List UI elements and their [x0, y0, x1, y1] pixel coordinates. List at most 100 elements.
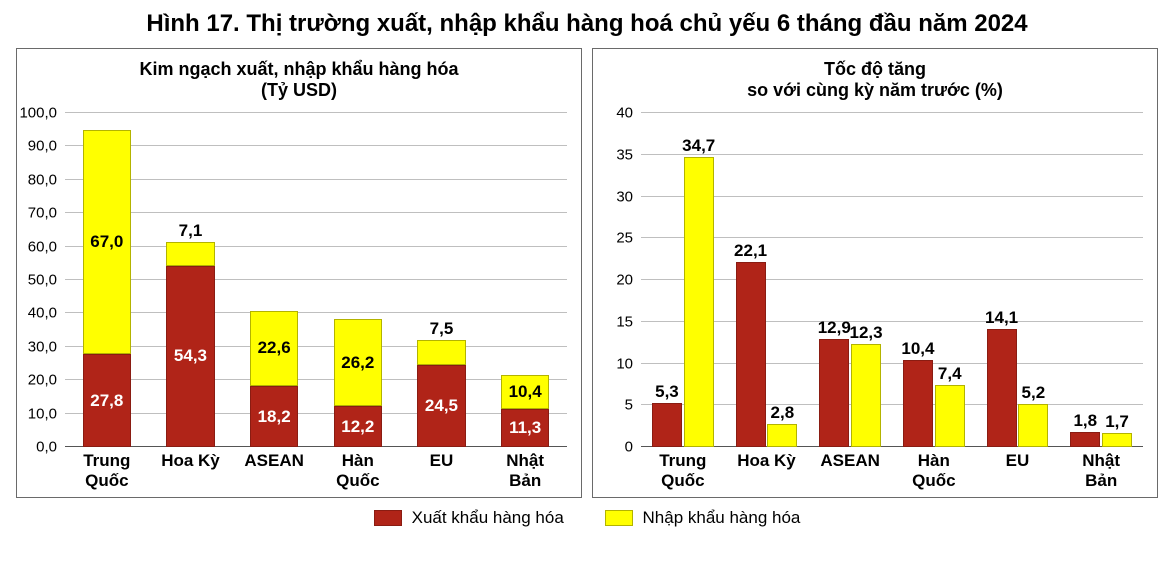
ytick-label: 40,0: [28, 305, 65, 322]
left-panel: Kim ngạch xuất, nhập khẩu hàng hóa (Tỷ U…: [16, 48, 582, 498]
export-bar: 1,8: [1070, 432, 1100, 447]
left-chart-coords: 0,010,020,030,040,050,060,070,080,090,01…: [65, 113, 567, 447]
right-plot-area: 05101520253035405,334,722,12,812,912,310…: [593, 103, 1157, 497]
legend-label-import: Nhập khẩu hàng hóa: [643, 508, 801, 528]
bar-group: 11,3 10,4: [483, 113, 567, 447]
import-bar: 34,7: [684, 157, 714, 447]
import-bar: 7,4: [935, 385, 965, 447]
ytick-label: 20,0: [28, 372, 65, 389]
export-bar: 12,9: [819, 339, 849, 447]
ytick-label: 0,0: [36, 439, 65, 456]
x-category-label: Hàn Quốc: [316, 451, 400, 490]
bar-group: 24,5 7,5: [400, 113, 484, 447]
bar-group: 54,3 7,1: [149, 113, 233, 447]
bar-group: 12,2 26,2: [316, 113, 400, 447]
ytick-label: 35: [616, 146, 641, 163]
x-category-label: ASEAN: [232, 451, 316, 471]
ytick-label: 5: [625, 397, 641, 414]
import-bar: 10,4: [501, 375, 550, 410]
panels-container: Kim ngạch xuất, nhập khẩu hàng hóa (Tỷ U…: [16, 48, 1158, 498]
import-bar-label: 22,6: [251, 338, 298, 358]
figure-title: Hình 17. Thị trường xuất, nhập khẩu hàng…: [16, 10, 1158, 38]
ytick-label: 10,0: [28, 405, 65, 422]
export-bar-label: 27,8: [84, 391, 131, 411]
import-bar: 1,7: [1102, 433, 1132, 447]
ytick-label: 70,0: [28, 205, 65, 222]
ytick-label: 90,0: [28, 138, 65, 155]
legend-item-import: Nhập khẩu hàng hóa: [605, 508, 801, 528]
import-bar-label: 2,8: [761, 403, 803, 425]
legend-label-export: Xuất khẩu hàng hóa: [412, 508, 564, 528]
legend-swatch-export: [374, 510, 402, 526]
x-category-label: ASEAN: [808, 451, 892, 471]
export-bar-label: 12,2: [335, 417, 382, 437]
ytick-label: 40: [616, 105, 641, 122]
ytick-label: 80,0: [28, 171, 65, 188]
import-bar-label: 5,2: [1012, 383, 1054, 405]
import-bar: 7,1: [166, 242, 215, 266]
ytick-label: 10: [616, 355, 641, 372]
ytick-label: 30,0: [28, 338, 65, 355]
x-category-label: Hàn Quốc: [892, 451, 976, 490]
import-bar-label: 7,5: [418, 319, 465, 341]
import-bar-label: 34,7: [678, 136, 720, 158]
export-bar: 18,2: [250, 386, 299, 447]
right-panel: Tốc độ tăng so với cùng kỳ năm trước (%)…: [592, 48, 1158, 498]
bar-group: 10,4 7,4: [892, 113, 976, 447]
legend: Xuất khẩu hàng hóa Nhập khẩu hàng hóa: [16, 508, 1158, 531]
import-bar: 26,2: [334, 319, 383, 407]
export-bar: 12,2: [334, 406, 383, 447]
ytick-label: 100,0: [19, 105, 65, 122]
bar-group: 27,8 67,0: [65, 113, 149, 447]
legend-item-export: Xuất khẩu hàng hóa: [374, 508, 564, 528]
ytick-label: 25: [616, 230, 641, 247]
x-category-label: Nhật Bản: [483, 451, 567, 490]
x-category-label: EU: [400, 451, 484, 471]
bar-group: 1,81,7: [1059, 113, 1143, 447]
export-bar: 11,3: [501, 409, 550, 447]
bar-group: 14,1 5,2: [976, 113, 1060, 447]
x-category-label: Hoa Kỳ: [149, 451, 233, 471]
export-bar-label: 54,3: [167, 346, 214, 366]
export-bar-label: 24,5: [418, 396, 465, 416]
export-bar-label: 10,4: [897, 339, 939, 361]
bar-group: 5,334,7: [641, 113, 725, 447]
export-bar-label: 18,2: [251, 407, 298, 427]
import-bar: 2,8: [767, 424, 797, 447]
legend-swatch-import: [605, 510, 633, 526]
x-category-label: Trung Quốc: [641, 451, 725, 490]
import-bar-label: 10,4: [502, 382, 549, 402]
export-bar-label: 22,1: [730, 241, 772, 263]
import-bar: 12,3: [851, 344, 881, 447]
ytick-label: 15: [616, 313, 641, 330]
import-bar-label: 1,7: [1096, 412, 1138, 434]
export-bar-label: 11,3: [502, 418, 549, 438]
bar-group: 12,912,3: [808, 113, 892, 447]
ytick-label: 0: [625, 439, 641, 456]
import-bar: 7,5: [417, 340, 466, 365]
export-bar: 24,5: [417, 365, 466, 447]
right-panel-title: Tốc độ tăng so với cùng kỳ năm trước (%): [593, 49, 1157, 103]
import-bar-label: 7,1: [167, 221, 214, 243]
x-category-label: Nhật Bản: [1059, 451, 1143, 490]
x-category-label: EU: [976, 451, 1060, 471]
import-bar: 67,0: [83, 130, 132, 354]
export-bar: 5,3: [652, 403, 682, 447]
ytick-label: 20: [616, 272, 641, 289]
right-chart-coords: 05101520253035405,334,722,12,812,912,310…: [641, 113, 1143, 447]
export-bar-label: 5,3: [646, 382, 688, 404]
x-category-label: Hoa Kỳ: [725, 451, 809, 471]
import-bar: 5,2: [1018, 404, 1048, 447]
ytick-label: 60,0: [28, 238, 65, 255]
left-panel-title: Kim ngạch xuất, nhập khẩu hàng hóa (Tỷ U…: [17, 49, 581, 103]
export-bar: 27,8: [83, 354, 132, 447]
export-bar: 54,3: [166, 266, 215, 447]
bar-group: 18,2 22,6: [232, 113, 316, 447]
bar-group: 22,1 2,8: [725, 113, 809, 447]
ytick-label: 30: [616, 188, 641, 205]
ytick-label: 50,0: [28, 272, 65, 289]
import-bar-label: 67,0: [84, 232, 131, 252]
export-bar-label: 14,1: [981, 308, 1023, 330]
import-bar-label: 26,2: [335, 353, 382, 373]
import-bar-label: 7,4: [929, 364, 971, 386]
